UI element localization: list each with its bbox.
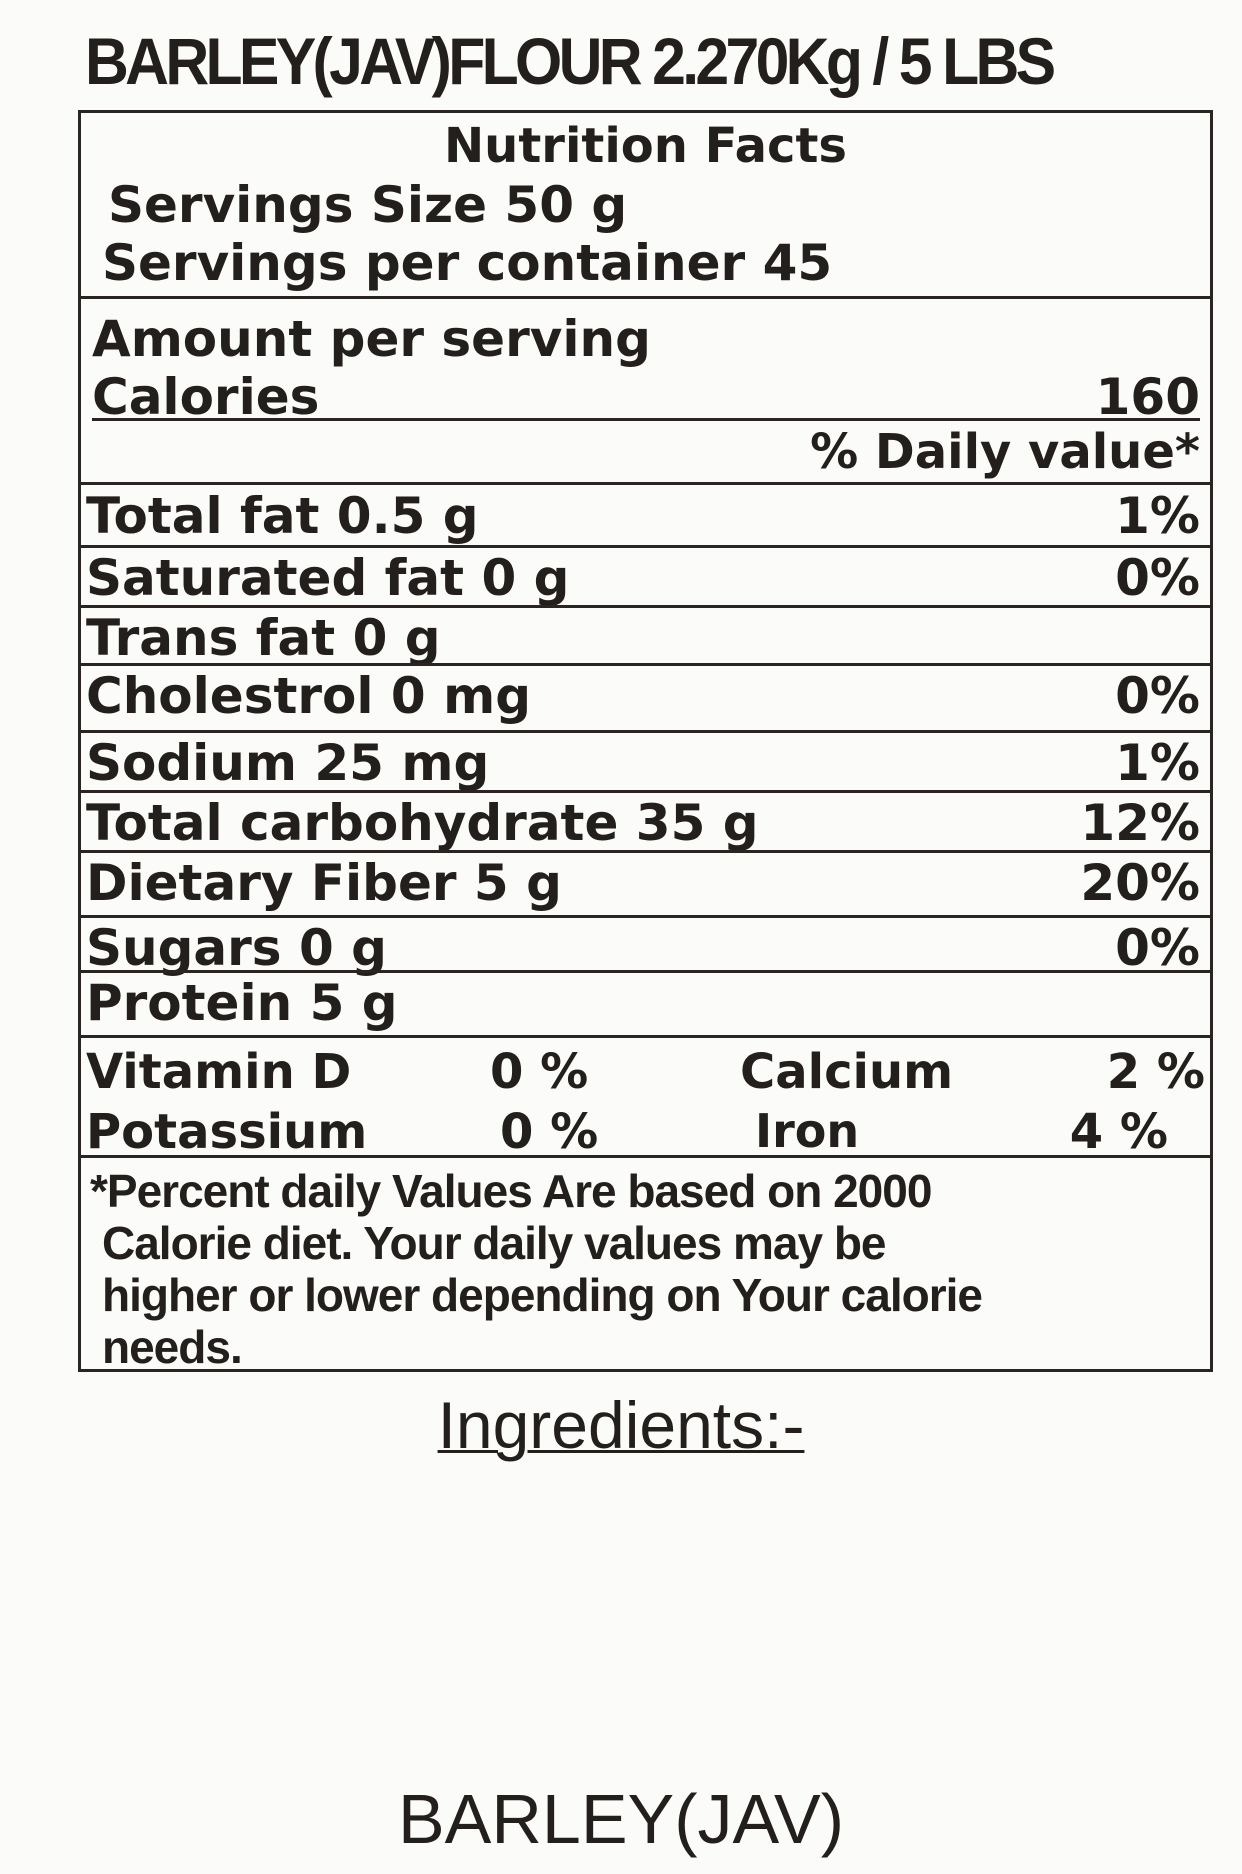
divider (78, 915, 1213, 918)
nutrition-box (78, 110, 1213, 1372)
nutrient-dv: 12% (1080, 794, 1200, 852)
nutrient-name: Saturated fat 0 g (86, 549, 570, 607)
ingredients-text: BARLEY(JAV) (397, 1780, 845, 1858)
divider (78, 1155, 1213, 1158)
daily-value-header: % Daily value* (810, 424, 1200, 480)
vitamin-amount: 4 % (1069, 1104, 1168, 1160)
calories-label: Calories (92, 368, 320, 426)
nutrient-name: Cholestrol 0 mg (86, 667, 531, 725)
nutrient-name: Protein 5 g (86, 974, 398, 1032)
amount-per-serving: Amount per serving (92, 310, 651, 368)
nutrient-dv: 1% (1115, 487, 1200, 545)
nutrient-name: Trans fat 0 g (86, 609, 441, 667)
vitamin-name: Potassium (86, 1104, 368, 1160)
nutrient-name: Total carbohydrate 35 g (86, 794, 759, 852)
heading: Nutrition Facts (443, 118, 847, 174)
vitamin-name: Calcium (740, 1044, 954, 1100)
nutrient-name: Dietary Fiber 5 g (86, 854, 562, 912)
divider (78, 545, 1213, 548)
divider (78, 482, 1213, 485)
footnote-line: Calorie diet. Your daily values may be (102, 1217, 887, 1269)
divider (78, 850, 1213, 853)
nutrient-dv: 0% (1115, 919, 1200, 977)
footnote-line: needs. (102, 1321, 243, 1373)
nutrient-name: Sugars 0 g (86, 919, 387, 977)
nutrient-dv: 20% (1080, 854, 1200, 912)
vitamin-name: Vitamin D (86, 1044, 352, 1100)
nutrient-dv: 0% (1115, 667, 1200, 725)
vitamin-amount: 0 % (500, 1104, 599, 1160)
calories-value: 160 (1095, 368, 1200, 426)
nutrient-name: Total fat 0.5 g (86, 487, 479, 545)
divider (78, 1035, 1213, 1038)
nutrient-name: Sodium 25 mg (86, 734, 490, 792)
divider (78, 790, 1213, 793)
divider (78, 296, 1213, 299)
servings-per-container: Servings per container 45 (102, 234, 833, 292)
vitamin-amount: 0 % (490, 1044, 589, 1100)
footnote-line: *Percent daily Values Are based on 2000 (90, 1165, 932, 1217)
product-title: BARLEY(JAV)FLOUR 2.270Kg / 5 LBS (85, 24, 1056, 98)
nutrient-dv: 1% (1115, 734, 1200, 792)
divider (78, 730, 1213, 733)
vitamin-amount: 2 % (1106, 1044, 1205, 1100)
divider (78, 663, 1213, 666)
footnote-line: higher or lower depending on Your calori… (102, 1269, 983, 1321)
vitamin-name: Iron (755, 1104, 860, 1158)
calories-underline (92, 418, 1200, 421)
nutrient-dv: 0% (1115, 549, 1200, 607)
serving-size: Servings Size 50 g (108, 176, 628, 234)
ingredients-heading: Ingredients:- (437, 1388, 805, 1462)
divider (78, 970, 1213, 973)
divider (78, 605, 1213, 608)
